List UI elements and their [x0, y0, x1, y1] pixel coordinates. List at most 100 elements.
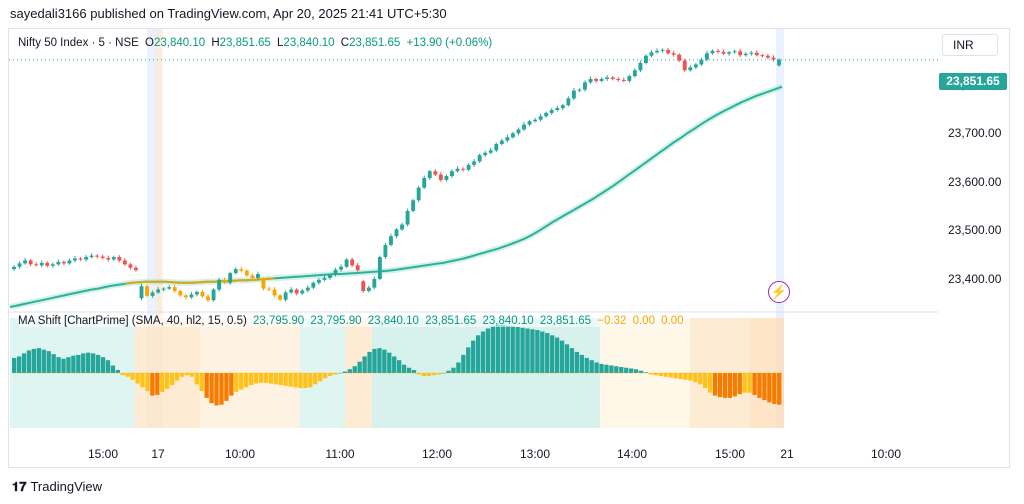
indicator-value: −0.32 [597, 315, 627, 327]
candle [438, 174, 443, 180]
candle [255, 274, 260, 278]
candle [272, 289, 277, 296]
candle [316, 279, 321, 283]
oscillator-bar [638, 370, 644, 373]
candle [355, 265, 360, 271]
oscillator-bar [559, 340, 565, 373]
candle [344, 259, 349, 267]
high-value: 23,851.65 [219, 37, 271, 49]
candle [111, 257, 116, 260]
candle [194, 291, 199, 295]
main-legend[interactable]: Nifty 50 Index · 5 · NSE O23,840.10 H23,… [18, 37, 492, 49]
oscillator-bar [510, 326, 515, 373]
candle [106, 258, 111, 260]
candle [461, 168, 465, 170]
candle [117, 257, 122, 261]
oscillator-bar [545, 333, 550, 373]
oscillator-bar [717, 373, 723, 398]
x-tick-label: 13:00 [519, 447, 551, 461]
oscillator-bar [283, 373, 288, 386]
candle [594, 78, 599, 81]
candle [278, 295, 283, 300]
lightning-icon[interactable]: ⚡ [768, 281, 790, 303]
candle [50, 264, 55, 266]
oscillator-bar [61, 358, 66, 373]
oscillator-bar [643, 372, 649, 373]
oscillator-bar [648, 373, 654, 375]
oscillator-bar [742, 373, 747, 393]
oscillator-bar [628, 368, 634, 373]
oscillator-bar [194, 373, 199, 385]
oscillator-bar [535, 330, 540, 373]
oscillator-bar [90, 353, 96, 373]
oscillator-bar [480, 331, 486, 373]
oscillator-bar [81, 353, 86, 373]
candle [350, 259, 355, 266]
oscillator-bar [184, 373, 190, 376]
candle [95, 255, 100, 257]
candle [383, 244, 388, 258]
candle [571, 90, 576, 99]
high-label: H [211, 37, 220, 49]
indicator-value: 23,840.10 [367, 315, 419, 327]
candle [510, 133, 515, 138]
candle [250, 275, 255, 278]
x-tick-label: 14:00 [616, 447, 648, 461]
candle [23, 260, 28, 264]
close-label: C [340, 37, 350, 49]
tradingview-logo-icon: 𝟏𝟕 [12, 479, 27, 494]
oscillator-bar [475, 335, 481, 373]
oscillator-bar [663, 373, 668, 377]
oscillator-bar [416, 373, 422, 375]
tradingview-brand[interactable]: 𝟏𝟕 TradingView [12, 479, 102, 495]
candle [727, 52, 732, 54]
candle [544, 112, 549, 117]
oscillator-bar [451, 367, 456, 373]
oscillator-bar [688, 373, 693, 381]
oscillator-bar [772, 373, 777, 404]
candle [522, 124, 526, 130]
oscillator-bar [298, 373, 303, 389]
indicator-value: 23,851.65 [425, 315, 477, 327]
candle [89, 255, 94, 258]
candle [455, 168, 460, 172]
x-tick-label: 10:00 [870, 447, 902, 461]
oscillator-bar [105, 360, 111, 373]
oscillator-bar [574, 351, 580, 373]
oscillator-bar [46, 351, 51, 373]
candle [555, 108, 560, 111]
candle [34, 264, 39, 266]
x-tick-label: 15:00 [87, 447, 119, 461]
oscillator-bar [727, 373, 733, 398]
oscillator-bar [367, 351, 372, 373]
candle [328, 275, 332, 278]
candle [638, 62, 643, 71]
oscillator-bar [100, 357, 106, 373]
candle [377, 257, 382, 279]
oscillator-bar [466, 347, 471, 373]
oscillator-bar [120, 373, 125, 376]
candle [139, 286, 144, 299]
oscillator-bar [248, 373, 254, 386]
candle [39, 262, 44, 266]
candle [150, 292, 155, 296]
candle [477, 155, 482, 162]
candle [566, 98, 571, 106]
session-band [155, 29, 163, 428]
candle [294, 289, 299, 294]
candle [389, 236, 393, 245]
candle [67, 260, 72, 264]
currency-selector[interactable]: INR [942, 34, 998, 56]
candle [494, 143, 499, 151]
candle [267, 288, 271, 290]
oscillator-bar [140, 373, 145, 388]
oscillator-bar [160, 373, 165, 392]
candle [710, 50, 715, 54]
candle [588, 78, 593, 83]
oscillator-bar [619, 366, 624, 373]
oscillator-bar [540, 331, 545, 373]
candle [333, 269, 338, 276]
oscillator-bar [693, 373, 698, 383]
indicator-legend[interactable]: MA Shift [ChartPrime] (SMA, 40, hl2, 15,… [18, 315, 684, 327]
